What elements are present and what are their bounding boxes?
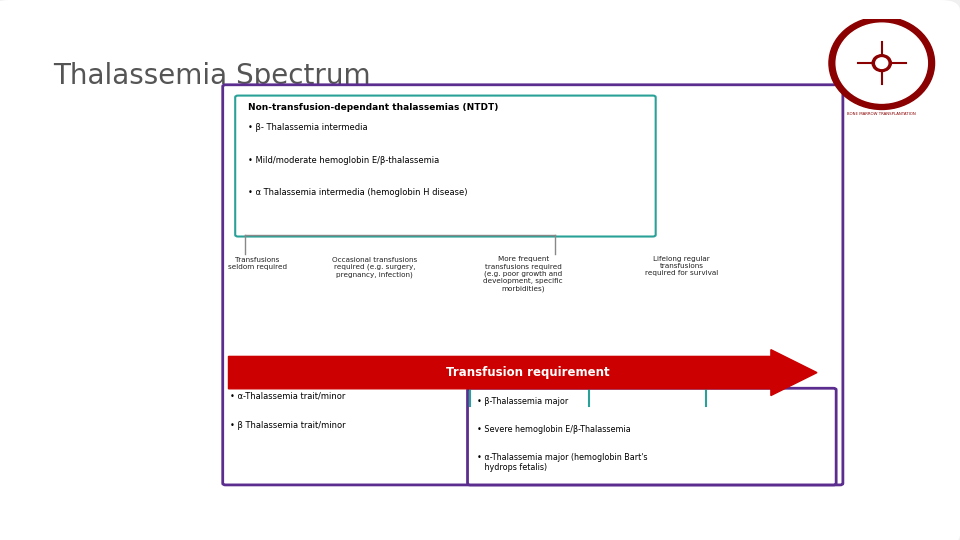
Text: Thalassemia Spectrum: Thalassemia Spectrum [53, 62, 371, 90]
Text: Transfusion requirement: Transfusion requirement [445, 366, 610, 379]
FancyBboxPatch shape [223, 85, 843, 485]
Circle shape [872, 55, 891, 71]
Text: • β-Thalassemia major: • β-Thalassemia major [477, 397, 568, 406]
Circle shape [836, 23, 927, 103]
Circle shape [829, 17, 934, 110]
Text: Non-transfusion-dependant thalassemias (NTDT): Non-transfusion-dependant thalassemias (… [248, 103, 498, 112]
Text: • β Thalassemia trait/minor: • β Thalassemia trait/minor [230, 421, 346, 430]
Text: • α-Thalassemia major (hemoglobin Bart's
   hydrops fetalis): • α-Thalassemia major (hemoglobin Bart's… [477, 453, 648, 472]
Text: • β- Thalassemia intermedia: • β- Thalassemia intermedia [248, 123, 368, 132]
Text: Occasional transfusions
required (e.g. surgery,
pregnancy, infection): Occasional transfusions required (e.g. s… [332, 256, 417, 278]
FancyBboxPatch shape [468, 388, 836, 485]
FancyArrow shape [228, 350, 817, 395]
Circle shape [876, 58, 888, 69]
Text: • Mild/moderate hemoglobin E/β-thalassemia: • Mild/moderate hemoglobin E/β-thalassem… [248, 156, 439, 165]
Text: More frequent
transfusions required
(e.g. poor growth and
development, specific
: More frequent transfusions required (e.g… [484, 256, 563, 292]
FancyBboxPatch shape [235, 96, 656, 237]
Text: • α Thalassemia intermedia (hemoglobin H disease): • α Thalassemia intermedia (hemoglobin H… [248, 188, 468, 197]
Text: Lifelong regular
transfusions
required for survival: Lifelong regular transfusions required f… [645, 256, 718, 276]
Text: BONE MARROW TRANSPLANTATION: BONE MARROW TRANSPLANTATION [848, 112, 916, 116]
Text: • α-Thalassemia trait/minor: • α-Thalassemia trait/minor [230, 392, 346, 401]
Text: Transfusions
seldom required: Transfusions seldom required [228, 256, 287, 269]
Text: • Severe hemoglobin E/β-Thalassemia: • Severe hemoglobin E/β-Thalassemia [477, 425, 631, 434]
